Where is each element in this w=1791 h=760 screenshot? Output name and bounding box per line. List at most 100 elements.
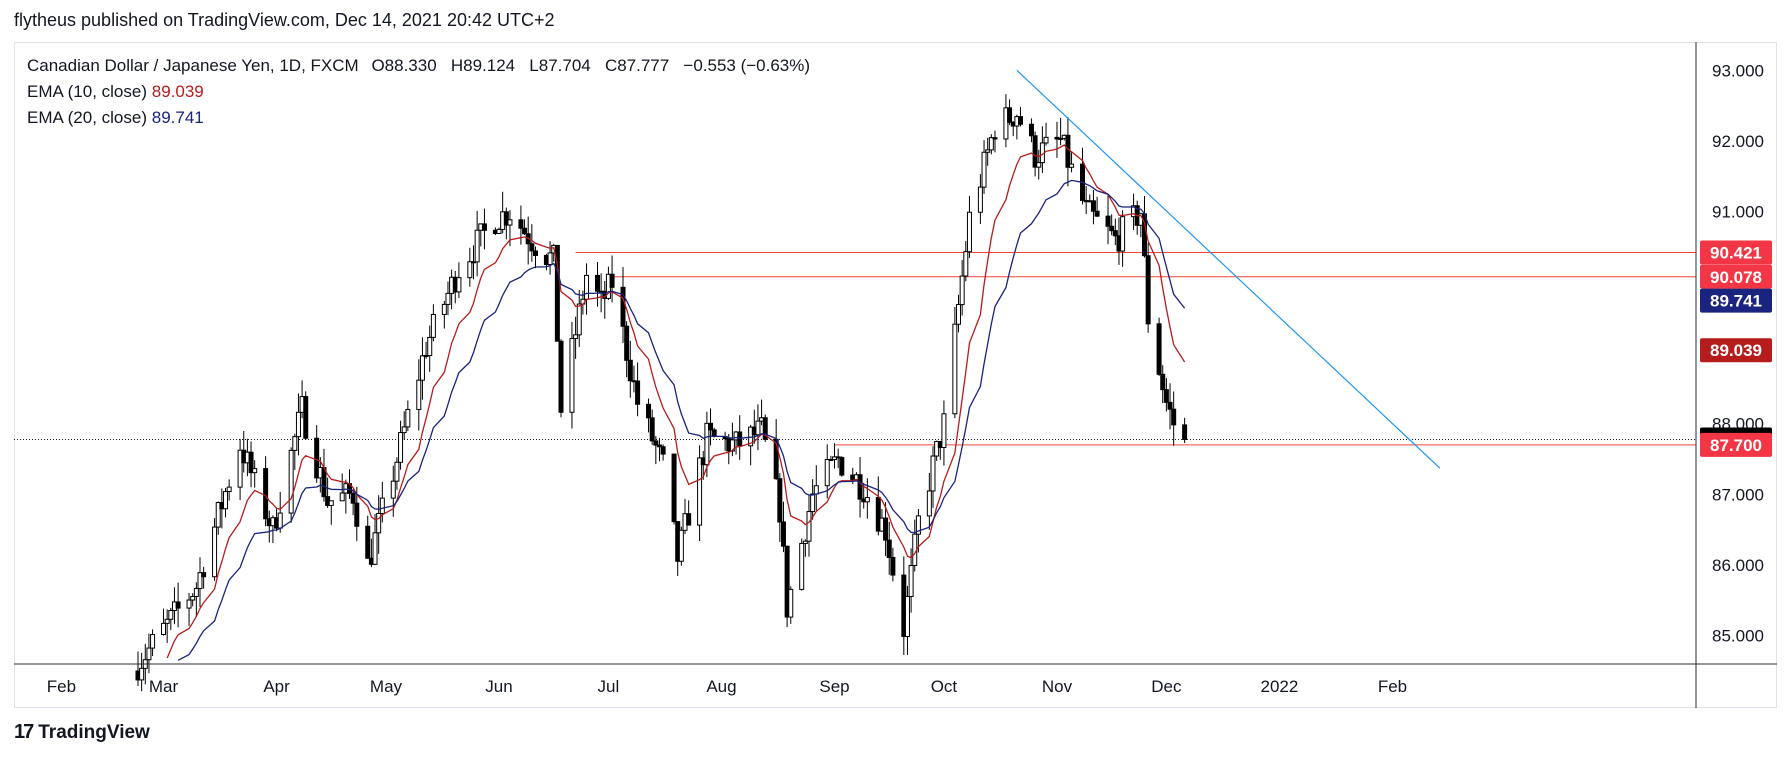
candle-body: [1094, 210, 1100, 217]
tradingview-logo[interactable]: 17 TradingView: [14, 721, 150, 744]
candle-body: [1109, 225, 1115, 232]
price-badge-label: 89.039: [1710, 341, 1762, 360]
candle-body: [419, 355, 425, 381]
candle-body: [405, 408, 411, 428]
candle-body: [576, 303, 582, 336]
publish-caption: flytheus published on TradingView.com, D…: [14, 10, 555, 30]
candle-body: [959, 275, 965, 306]
candle-body: [445, 292, 451, 305]
time-tick-label: Dec: [1151, 677, 1182, 696]
candle-body: [503, 211, 509, 226]
chart-frame: [14, 42, 1777, 708]
price-badge-level: [1700, 432, 1772, 457]
candle-body: [1167, 401, 1173, 410]
candle-body: [963, 251, 969, 277]
candle-body: [1090, 200, 1096, 212]
candle-body: [799, 542, 805, 590]
candle-body: [379, 497, 385, 514]
candle-body: [1156, 323, 1162, 375]
ema10-label: EMA (10, close): [27, 82, 147, 101]
candle-body: [624, 325, 630, 361]
candle-body: [966, 211, 972, 253]
candle-body: [755, 420, 761, 436]
open-label: O: [371, 56, 385, 75]
candle-body: [824, 458, 830, 487]
legend-ema10-row[interactable]: EMA (10, close) 89.039: [27, 79, 810, 105]
candle-body: [806, 511, 812, 542]
candle-body: [554, 244, 560, 342]
candle-body: [146, 647, 152, 661]
ema20-label: EMA (20, close): [27, 108, 147, 127]
candle-body: [813, 485, 819, 495]
candle-body: [175, 601, 181, 609]
candle-body: [653, 440, 659, 446]
price-badge-level: [1700, 240, 1772, 265]
candle-body: [474, 229, 480, 263]
time-tick-label: Nov: [1042, 677, 1073, 696]
candle-body: [150, 633, 156, 649]
candle-body: [886, 539, 892, 558]
low-value: 87.704: [538, 56, 591, 75]
ema20-value: 89.741: [151, 108, 204, 127]
candle-body: [398, 432, 404, 463]
candle-body: [314, 437, 320, 479]
candle-body: [609, 273, 615, 288]
candle-body: [430, 313, 436, 338]
candle-body: [930, 455, 936, 492]
price-tick-label: 91.000: [1712, 203, 1764, 222]
time-tick-label: Oct: [931, 677, 958, 696]
candle-body: [908, 564, 914, 597]
trendline: [1016, 69, 1441, 469]
candle-body: [427, 336, 433, 356]
candle-body: [569, 338, 575, 413]
candle-body: [1069, 163, 1075, 168]
price-tick-label: 86.000: [1712, 556, 1764, 575]
candle-body: [365, 525, 371, 559]
candle-body: [915, 515, 921, 535]
candle-body: [977, 186, 983, 213]
candle-body: [810, 493, 816, 513]
price-badge-level: [1700, 264, 1772, 289]
candle-body: [678, 529, 684, 562]
open-value: 88.330: [384, 56, 437, 75]
candle-body: [649, 417, 655, 442]
price-tick-label: 93.000: [1712, 61, 1764, 80]
candle-body: [328, 500, 334, 506]
candle-body: [1065, 134, 1071, 168]
candle-body: [904, 595, 910, 638]
candle-body: [656, 444, 662, 448]
candle-body: [671, 453, 677, 523]
candle-body: [481, 223, 487, 231]
change-value: −0.553 (−0.63%): [683, 56, 811, 75]
candle-body: [646, 403, 652, 419]
close-label: C: [604, 56, 618, 75]
candle-body: [697, 457, 703, 526]
axis-layer: 93.00092.00091.00088.00087.00086.00085.0…: [14, 42, 1777, 708]
candle-body: [1112, 230, 1118, 237]
legend-symbol-row: Canadian Dollar / Japanese Yen, 1D, FXCM…: [27, 53, 810, 79]
candle-body: [321, 467, 327, 498]
candle-body: [1028, 123, 1034, 137]
candle-body: [1145, 255, 1151, 325]
time-tick-label: Aug: [706, 677, 736, 696]
candle-body: [573, 334, 579, 340]
candle-body: [864, 496, 870, 503]
candle-body: [1032, 135, 1038, 168]
price-tick-label: 85.000: [1712, 627, 1764, 646]
candle-body: [558, 340, 564, 413]
legend-ema20-row[interactable]: EMA (20, close) 89.741: [27, 105, 810, 131]
time-tick-label: Mar: [149, 677, 179, 696]
candle-body: [594, 274, 600, 292]
high-value: 89.124: [463, 56, 516, 75]
candle-body: [1007, 107, 1013, 123]
candle-body: [1163, 389, 1169, 403]
candle-body: [762, 417, 768, 440]
time-tick-label: Jun: [485, 677, 512, 696]
candle-body: [390, 480, 396, 499]
candle-body: [394, 461, 400, 482]
candle-body: [1003, 107, 1009, 140]
ema-layer: [166, 144, 1186, 661]
candle-body: [529, 243, 535, 252]
candle-body: [660, 446, 666, 455]
